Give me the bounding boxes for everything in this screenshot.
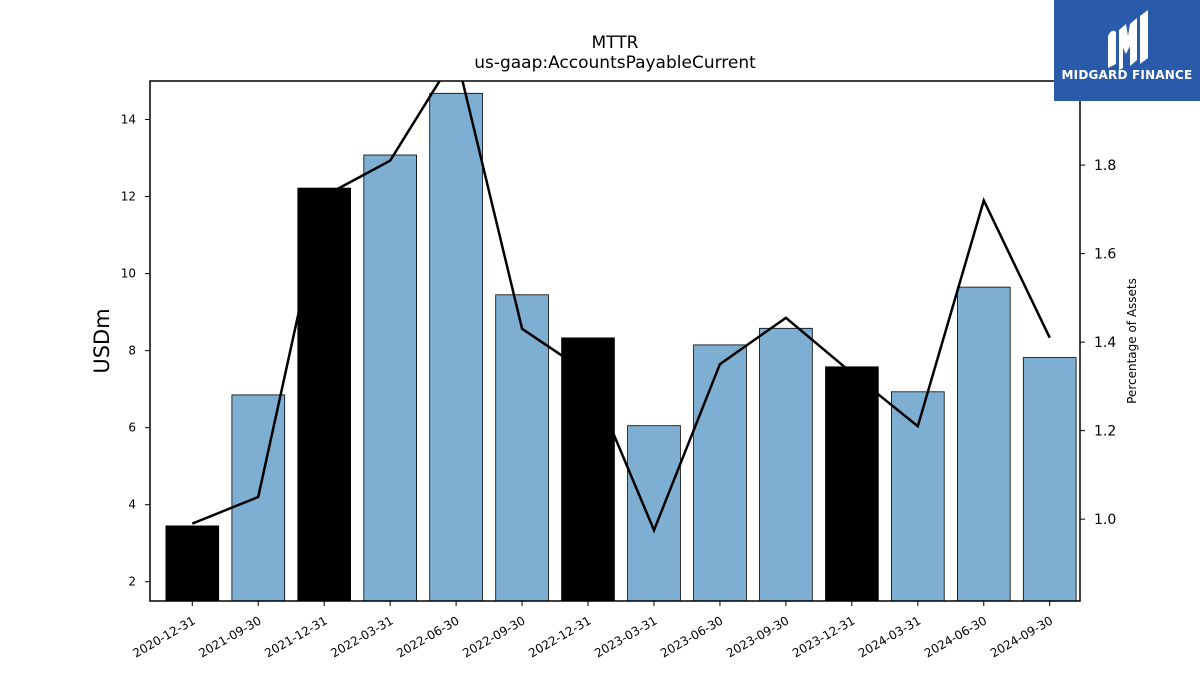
y-axis-right: 1.0 1.2 1.4 1.6 1.8 [1080,158,1116,528]
y-axis-left: 2 4 6 8 10 12 14 [121,113,150,589]
bar-series [165,92,1077,602]
x-tick-label: 2020-12-31 [130,613,197,660]
y-right-tick-label: 1.4 [1094,335,1116,351]
x-tick-label: 2023-03-31 [592,613,659,660]
x-tick-label: 2024-09-30 [988,613,1055,660]
y-right-tick-label: 1.6 [1094,247,1116,263]
bar-2022-12-31 [561,337,615,602]
y-left-tick-label: 14 [121,113,136,127]
x-tick-label: 2023-06-30 [658,613,725,660]
chart-title: MTTR [592,33,639,53]
midgard-logo-icon [1108,10,1148,70]
plot-frame [149,80,1081,602]
brand-name: MIDGARD FINANCE [1061,68,1193,82]
x-tick-label: 2021-09-30 [196,613,263,660]
x-tick-label: 2024-03-31 [856,613,923,660]
bar-2020-12-31 [165,525,220,602]
x-axis: 2020-12-312021-09-302021-12-312022-03-31… [130,601,1055,660]
y-left-tick-label: 6 [128,421,136,435]
bar-2022-09-30 [495,294,549,602]
bar-2023-12-31 [825,366,879,602]
y-left-tick-label: 12 [121,190,136,204]
bar-2023-06-30 [693,344,747,602]
bar-2021-12-31 [297,187,351,602]
x-tick-label: 2022-12-31 [526,613,593,660]
y-axis-left-label: USDm [90,308,114,373]
bar-2022-03-31 [363,154,417,602]
brand-logo: MIDGARD FINANCE [1054,0,1200,101]
bar-2023-09-30 [759,327,813,602]
x-tick-label: 2022-06-30 [394,613,461,660]
bar-2024-06-30 [957,286,1011,602]
y-left-tick-label: 2 [128,575,136,589]
x-tick-label: 2023-09-30 [724,613,791,660]
y-right-tick-label: 1.2 [1094,424,1116,440]
y-right-tick-label: 1.0 [1094,512,1116,528]
percentage-of-assets-line [191,81,1051,534]
y-right-tick-label: 1.8 [1094,158,1116,174]
x-tick-label: 2023-12-31 [790,613,857,660]
line-series [191,81,1051,534]
y-left-tick-label: 10 [121,267,136,281]
y-axis-right-label: Percentage of Assets [1125,278,1139,404]
y-left-tick-label: 4 [128,498,136,512]
x-tick-label: 2021-12-31 [262,613,329,660]
bar-2023-03-31 [627,425,681,602]
bar-2024-09-30 [1022,357,1077,602]
bar-2022-06-30 [429,92,483,602]
x-tick-label: 2022-03-31 [328,613,395,660]
chart-subtitle: us-gaap:AccountsPayableCurrent [474,53,756,73]
x-tick-label: 2024-06-30 [922,613,989,660]
y-left-tick-label: 8 [128,344,136,358]
x-tick-label: 2022-09-30 [460,613,527,660]
